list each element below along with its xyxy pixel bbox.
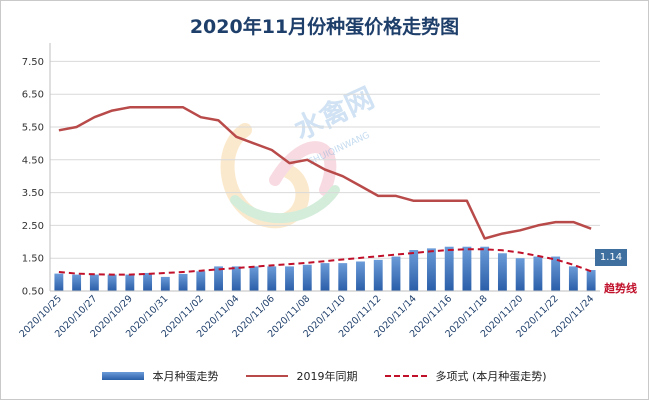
bar	[89, 274, 99, 291]
latest-value-label: 1.14	[595, 249, 627, 266]
bar	[125, 274, 135, 291]
bar	[391, 256, 401, 291]
bar	[285, 266, 294, 291]
bar	[480, 246, 490, 291]
bar	[54, 273, 64, 291]
bar	[302, 264, 312, 291]
bar	[373, 259, 383, 291]
bar	[515, 258, 525, 291]
bar	[214, 266, 223, 291]
bar	[267, 266, 277, 291]
y-tick-label: 6.50	[22, 90, 44, 101]
bar	[586, 270, 596, 291]
legend-item-trend: 多项式 (本月种蛋走势)	[385, 368, 547, 384]
trend-line-label: 趋势线	[604, 282, 637, 295]
bar	[497, 253, 507, 291]
y-tick-label: 3.50	[22, 188, 44, 199]
bar	[427, 248, 436, 291]
legend-label-line: 2019年同期	[296, 370, 358, 383]
bar	[568, 266, 578, 291]
legend-swatch-trend	[385, 375, 428, 377]
bar	[320, 263, 330, 291]
legend-item-line: 2019年同期	[246, 368, 357, 384]
line-series	[58, 106, 592, 240]
legend-label-bars: 本月种蛋走势	[152, 370, 219, 383]
bar	[249, 266, 259, 291]
y-tick-label: 5.50	[22, 123, 44, 134]
legend-swatch-line	[246, 375, 289, 377]
bar-series	[54, 246, 596, 291]
grid	[50, 60, 600, 292]
chart-title: 2020年11月份种蛋价格走势图	[189, 16, 460, 38]
trend-series	[58, 248, 592, 276]
y-tick-label: 2.50	[22, 221, 44, 232]
y-tick-label: 7.50	[22, 57, 44, 68]
bar	[72, 274, 82, 291]
bar	[462, 246, 472, 291]
bar	[356, 261, 365, 291]
legend-swatch-bars	[102, 372, 145, 380]
bar	[409, 250, 419, 291]
bar	[107, 274, 117, 291]
bar	[196, 271, 206, 291]
legend: 本月种蛋走势 2019年同期 多项式 (本月种蛋走势)	[0, 368, 649, 384]
bar	[444, 246, 454, 291]
bar	[551, 256, 561, 291]
y-tick-label: 1.50	[22, 254, 44, 265]
legend-label-trend: 多项式 (本月种蛋走势)	[435, 370, 547, 383]
bar	[231, 266, 241, 291]
bar	[338, 263, 348, 291]
bar	[178, 273, 188, 291]
legend-item-bars: 本月种蛋走势	[102, 368, 218, 384]
y-tick-label: 0.50	[22, 287, 44, 298]
x-axis: 2020/10/252020/10/272020/10/292020/10/31…	[17, 290, 600, 340]
bar	[533, 256, 543, 291]
y-tick-label: 4.50	[22, 155, 44, 166]
y-axis: 0.50 1.50 2.50 3.50 4.50 5.50 6.50 7.50	[22, 43, 51, 298]
trend-line	[58, 248, 592, 276]
bar	[143, 272, 153, 291]
bar	[160, 276, 170, 291]
